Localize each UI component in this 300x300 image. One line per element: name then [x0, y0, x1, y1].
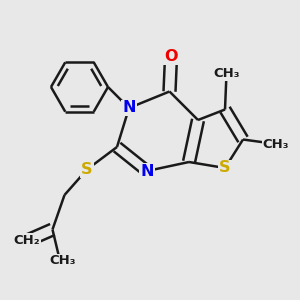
Text: CH₂: CH₂	[14, 233, 40, 247]
Text: S: S	[219, 160, 231, 175]
Text: N: N	[140, 164, 154, 178]
Text: CH₃: CH₃	[263, 137, 289, 151]
Text: S: S	[81, 162, 93, 177]
Text: CH₃: CH₃	[50, 254, 76, 268]
Text: CH₃: CH₃	[213, 67, 240, 80]
Text: O: O	[164, 50, 178, 64]
Text: N: N	[122, 100, 136, 116]
